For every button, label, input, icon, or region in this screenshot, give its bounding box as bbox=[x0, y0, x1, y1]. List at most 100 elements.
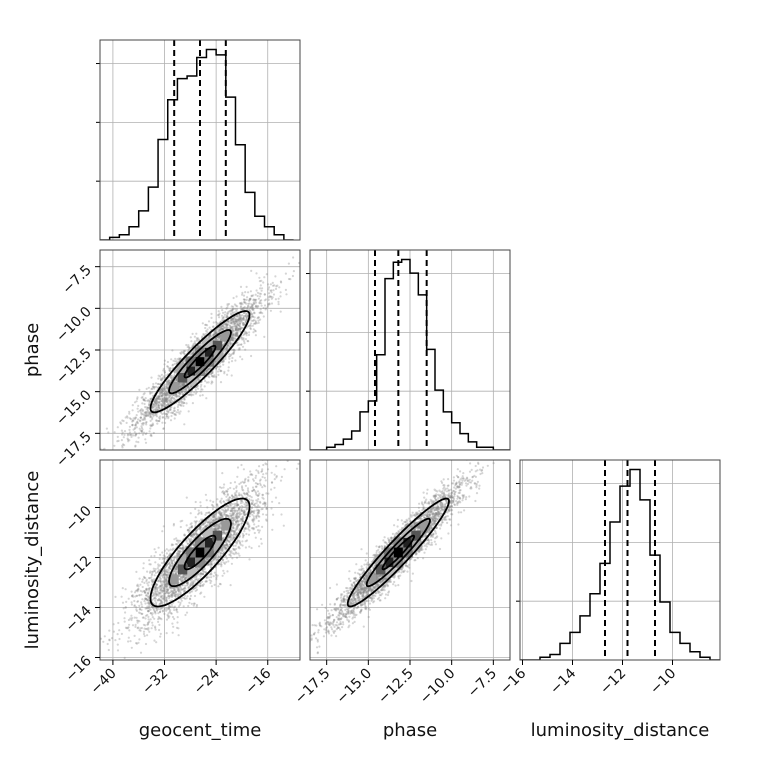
scatter-point bbox=[174, 363, 176, 365]
scatter-point bbox=[181, 600, 183, 602]
scatter-point bbox=[285, 273, 287, 275]
scatter-point bbox=[244, 332, 246, 334]
scatter-point bbox=[261, 486, 263, 488]
scatter-point bbox=[267, 468, 269, 470]
scatter-point bbox=[150, 420, 152, 422]
scatter-point bbox=[288, 263, 290, 265]
scatter-point bbox=[270, 296, 272, 298]
scatter-point bbox=[141, 419, 143, 421]
scatter-point bbox=[132, 434, 134, 436]
scatter-point bbox=[228, 366, 230, 368]
scatter-point bbox=[243, 342, 245, 344]
scatter-point bbox=[278, 502, 280, 504]
scatter-point bbox=[261, 312, 263, 314]
scatter-point bbox=[229, 324, 231, 326]
scatter-point bbox=[222, 328, 224, 330]
scatter-point bbox=[166, 399, 168, 401]
scatter-point bbox=[177, 409, 179, 411]
scatter-point bbox=[226, 315, 228, 317]
scatter-point bbox=[186, 595, 188, 597]
scatter-point bbox=[188, 394, 190, 396]
scatter-point bbox=[274, 474, 276, 476]
scatter-point bbox=[233, 352, 235, 354]
scatter-point bbox=[215, 361, 217, 363]
scatter-point bbox=[180, 404, 182, 406]
scatter-point bbox=[270, 283, 272, 285]
scatter-point bbox=[251, 295, 253, 297]
scatter-point bbox=[182, 384, 184, 386]
scatter-point bbox=[219, 328, 221, 330]
scatter-point bbox=[160, 633, 162, 635]
scatter-point bbox=[152, 406, 154, 408]
scatter-point bbox=[245, 338, 247, 340]
scatter-point bbox=[226, 374, 228, 376]
scatter-point bbox=[146, 579, 148, 581]
scatter-point bbox=[258, 465, 260, 467]
scatter-point bbox=[142, 578, 144, 580]
scatter-point bbox=[277, 301, 279, 303]
scatter-point bbox=[153, 387, 155, 389]
scatter-point bbox=[148, 387, 150, 389]
scatter-point bbox=[234, 481, 236, 483]
scatter-point bbox=[252, 315, 254, 317]
scatter-point bbox=[132, 409, 134, 411]
scatter-point bbox=[124, 657, 126, 659]
scatter-point bbox=[113, 445, 115, 447]
scatter-point bbox=[252, 309, 254, 311]
scatter-point bbox=[280, 281, 282, 283]
scatter-point bbox=[165, 386, 167, 388]
scatter-point bbox=[261, 290, 263, 292]
scatter-point bbox=[245, 307, 247, 309]
scatter-point bbox=[252, 320, 254, 322]
scatter-point bbox=[168, 367, 170, 369]
scatter-point bbox=[166, 619, 168, 621]
scatter-point bbox=[271, 298, 273, 300]
scatter-point bbox=[236, 295, 238, 297]
scatter-point bbox=[172, 626, 174, 628]
scatter-point bbox=[290, 457, 292, 459]
scatter-point bbox=[204, 324, 206, 326]
scatter-point bbox=[187, 344, 189, 346]
scatter-point bbox=[270, 488, 272, 490]
scatter-point bbox=[230, 482, 232, 484]
scatter-point bbox=[145, 594, 147, 596]
scatter-point bbox=[248, 309, 250, 311]
scatter-point bbox=[157, 618, 159, 620]
scatter-point bbox=[157, 404, 159, 406]
scatter-point bbox=[171, 364, 173, 366]
scatter-point bbox=[152, 624, 154, 626]
scatter-point bbox=[288, 278, 290, 280]
scatter-point bbox=[227, 560, 229, 562]
scatter-point bbox=[241, 308, 243, 310]
scatter-point bbox=[186, 524, 188, 526]
scatter-point bbox=[243, 295, 245, 297]
scatter-point bbox=[255, 475, 257, 477]
scatter-point bbox=[186, 402, 188, 404]
scatter-point bbox=[255, 294, 257, 296]
scatter-point bbox=[117, 649, 119, 651]
scatter-point bbox=[200, 511, 202, 513]
scatter-point bbox=[154, 400, 156, 402]
scatter-point bbox=[246, 313, 248, 315]
scatter-point bbox=[153, 555, 155, 557]
scatter-point bbox=[137, 408, 139, 410]
scatter-point bbox=[249, 298, 251, 300]
scatter-point bbox=[255, 334, 257, 336]
scatter-point bbox=[137, 418, 139, 420]
scatter-point bbox=[159, 415, 161, 417]
scatter-point bbox=[117, 436, 119, 438]
scatter-point bbox=[238, 344, 240, 346]
scatter-point bbox=[159, 554, 161, 556]
scatter-point bbox=[209, 500, 211, 502]
scatter-point bbox=[155, 419, 157, 421]
scatter-point bbox=[268, 299, 270, 301]
scatter-point bbox=[261, 468, 263, 470]
scatter-point bbox=[190, 353, 192, 355]
scatter-point bbox=[278, 303, 280, 305]
scatter-point bbox=[241, 318, 243, 320]
scatter-point bbox=[230, 326, 232, 328]
scatter-point bbox=[174, 410, 176, 412]
scatter-point bbox=[157, 378, 159, 380]
scatter-point bbox=[222, 317, 224, 319]
